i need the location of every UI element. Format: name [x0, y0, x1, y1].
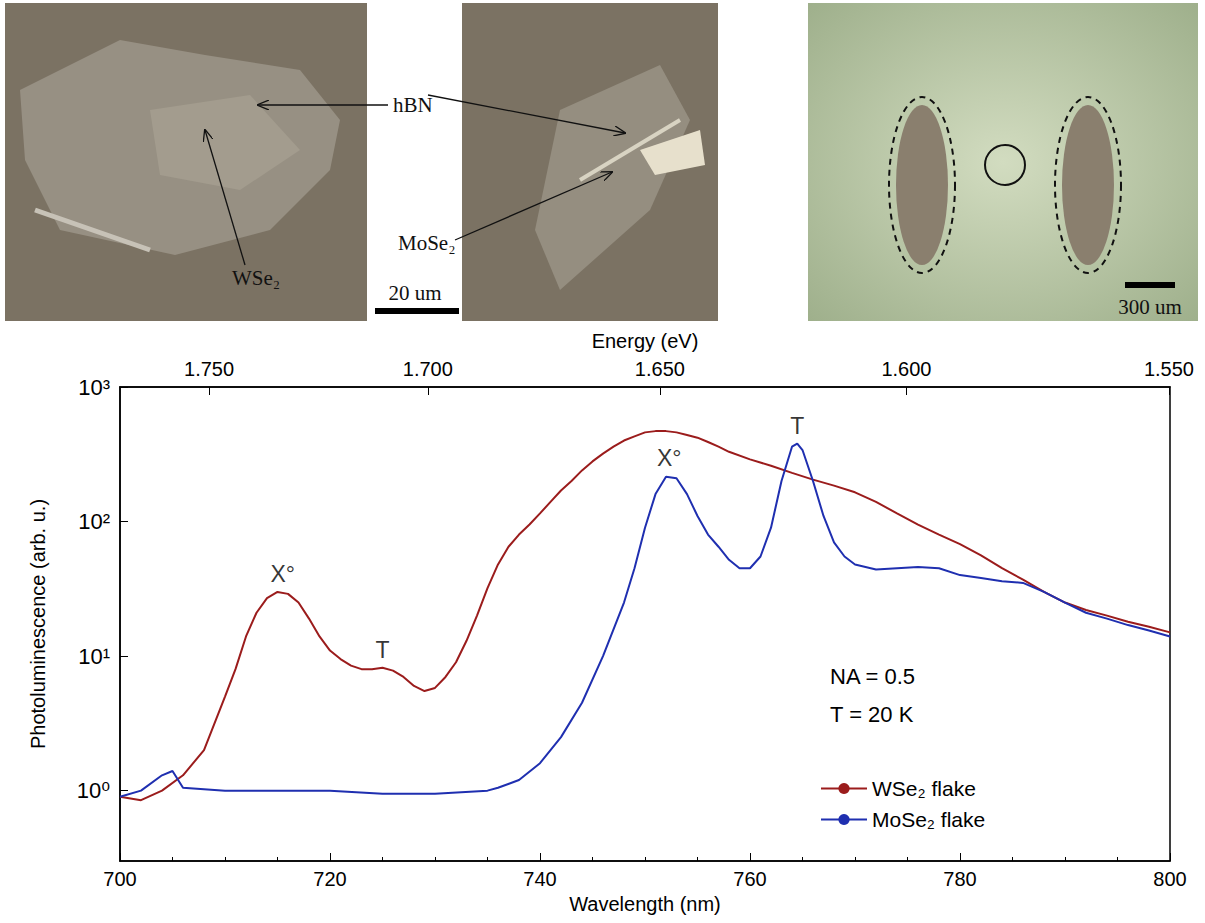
svg-text:780: 780	[943, 868, 976, 890]
svg-text:700: 700	[103, 868, 136, 890]
svg-text:X°: X°	[270, 561, 295, 587]
svg-text:10²: 10²	[78, 509, 110, 534]
svg-text:Energy (eV): Energy (eV)	[592, 330, 699, 352]
svg-text:10¹: 10¹	[78, 644, 110, 669]
svg-text:1.700: 1.700	[403, 358, 453, 380]
svg-text:800: 800	[1153, 868, 1186, 890]
svg-text:1.550: 1.550	[1144, 358, 1194, 380]
svg-text:760: 760	[733, 868, 766, 890]
svg-text:10⁰: 10⁰	[77, 778, 110, 803]
svg-text:1.650: 1.650	[635, 358, 685, 380]
svg-text:WSe₂: WSe₂	[232, 266, 280, 290]
svg-text:10³: 10³	[78, 375, 110, 400]
svg-text:NA = 0.5: NA = 0.5	[830, 664, 915, 689]
svg-text:MoSe₂: MoSe₂	[398, 231, 456, 255]
svg-text:X°: X°	[657, 445, 682, 471]
svg-text:Wavelength (nm): Wavelength (nm)	[569, 893, 721, 915]
svg-text:1.750: 1.750	[184, 358, 234, 380]
svg-text:20 um: 20 um	[388, 281, 441, 305]
svg-text:300 um: 300 um	[1118, 295, 1182, 319]
svg-text:hBN: hBN	[393, 93, 433, 117]
svg-text:T = 20 K: T = 20 K	[830, 702, 914, 727]
svg-text:740: 740	[523, 868, 556, 890]
svg-text:T: T	[790, 413, 804, 439]
svg-text:T: T	[375, 637, 389, 663]
svg-text:WSe₂ flake: WSe₂ flake	[872, 777, 976, 800]
svg-text:MoSe₂ flake: MoSe₂ flake	[872, 808, 985, 831]
svg-text:1.600: 1.600	[881, 358, 931, 380]
svg-text:Photoluminescence (arb. u.): Photoluminescence (arb. u.)	[27, 499, 49, 749]
svg-text:720: 720	[313, 868, 346, 890]
